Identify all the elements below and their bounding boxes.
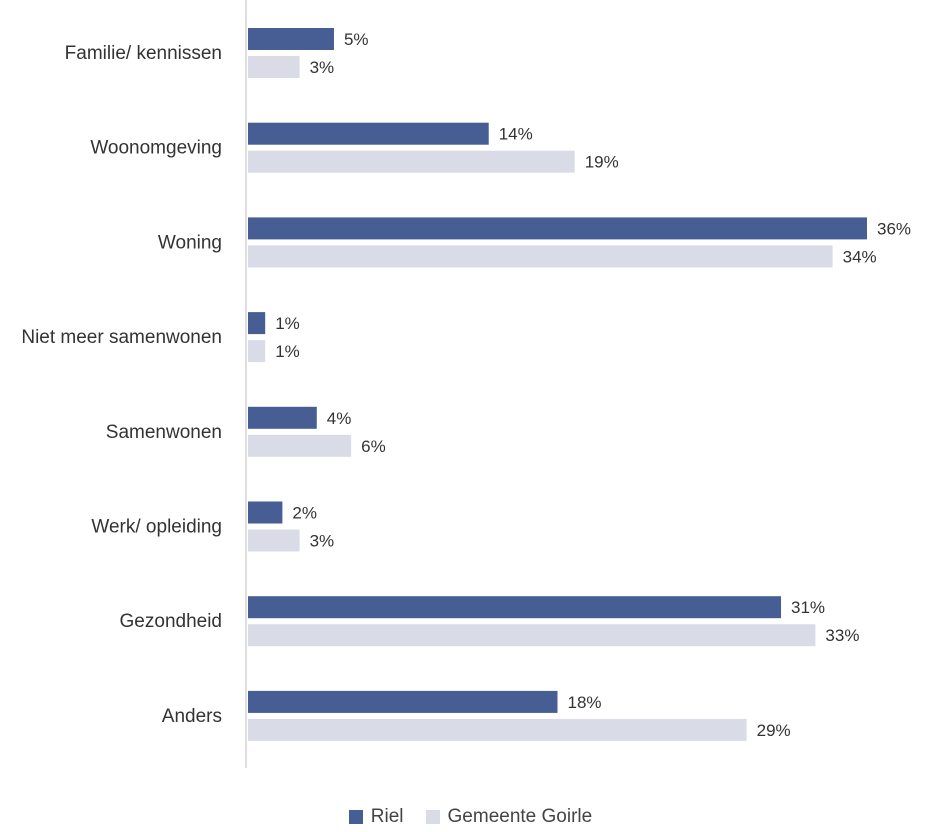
- data-label-gemeente-goirle-woonomgeving: 19%: [585, 153, 619, 172]
- data-label-riel-familie-kennissen: 5%: [344, 30, 369, 49]
- data-label-gemeente-goirle-samenwonen: 6%: [361, 437, 386, 456]
- bar-gemeente-goirle-familie-kennissen: [248, 56, 300, 78]
- data-label-gemeente-goirle-niet-meer-samenwonen: 1%: [275, 342, 300, 361]
- category-label-gezondheid: Gezondheid: [120, 611, 222, 632]
- data-label-riel-niet-meer-samenwonen: 1%: [275, 314, 300, 333]
- data-label-riel-woonomgeving: 14%: [499, 125, 533, 144]
- bar-gemeente-goirle-samenwonen: [248, 434, 352, 457]
- data-label-riel-samenwonen: 4%: [327, 409, 352, 428]
- legend: Riel Gemeente Goirle: [0, 806, 941, 828]
- bar-riel-familie-kennissen: [248, 28, 334, 50]
- legend-item-riel: Riel: [348, 806, 404, 828]
- data-label-gemeente-goirle-anders: 29%: [757, 721, 791, 740]
- category-label-samenwonen: Samenwonen: [106, 422, 222, 443]
- legend-item-gemeente-goirle: Gemeente Goirle: [425, 806, 593, 828]
- bar-riel-anders: [248, 690, 558, 713]
- bar-riel-gezondheid: [248, 596, 782, 619]
- bar-riel-woning: [248, 217, 867, 240]
- category-label-woning: Woning: [158, 232, 222, 253]
- bar-chart: Familie/ kennissen 5% 3% Woonomgeving 14% 19%…: [21, 0, 911, 768]
- legend-swatch-riel: [348, 810, 363, 824]
- bar-gemeente-goirle-gezondheid: [248, 624, 816, 647]
- bar-riel-samenwonen: [248, 406, 317, 429]
- data-label-riel-anders: 18%: [568, 693, 602, 712]
- data-label-riel-woning: 36%: [877, 219, 911, 238]
- bar-gemeente-goirle-woning: [248, 245, 833, 268]
- category-label-anders: Anders: [162, 706, 222, 727]
- data-label-gemeente-goirle-familie-kennissen: 3%: [310, 58, 335, 77]
- data-label-gemeente-goirle-woning: 34%: [843, 247, 877, 266]
- bar-gemeente-goirle-woonomgeving: [248, 150, 575, 173]
- bar-gemeente-goirle-niet-meer-samenwonen: [248, 340, 266, 363]
- legend-swatch-gemeente-goirle: [425, 810, 440, 824]
- data-label-gemeente-goirle-werk-opleiding: 3%: [310, 532, 335, 551]
- category-label-familie-kennissen: Familie/ kennissen: [65, 43, 222, 64]
- bar-gemeente-goirle-werk-opleiding: [248, 529, 300, 552]
- bar-riel-werk-opleiding: [248, 501, 283, 524]
- bar-riel-niet-meer-samenwonen: [248, 312, 266, 335]
- category-label-woonomgeving: Woonomgeving: [90, 138, 222, 159]
- category-label-niet-meer-samenwonen: Niet meer samenwonen: [21, 327, 222, 348]
- data-label-gemeente-goirle-gezondheid: 33%: [825, 626, 859, 645]
- bar-riel-woonomgeving: [248, 122, 489, 145]
- data-label-riel-gezondheid: 31%: [791, 598, 825, 617]
- legend-label-gemeente-goirle: Gemeente Goirle: [447, 806, 593, 827]
- data-label-riel-werk-opleiding: 2%: [292, 504, 317, 523]
- category-label-werk-opleiding: Werk/ opleiding: [91, 517, 222, 538]
- bar-gemeente-goirle-anders: [248, 718, 747, 741]
- legend-label-riel: Riel: [370, 806, 404, 827]
